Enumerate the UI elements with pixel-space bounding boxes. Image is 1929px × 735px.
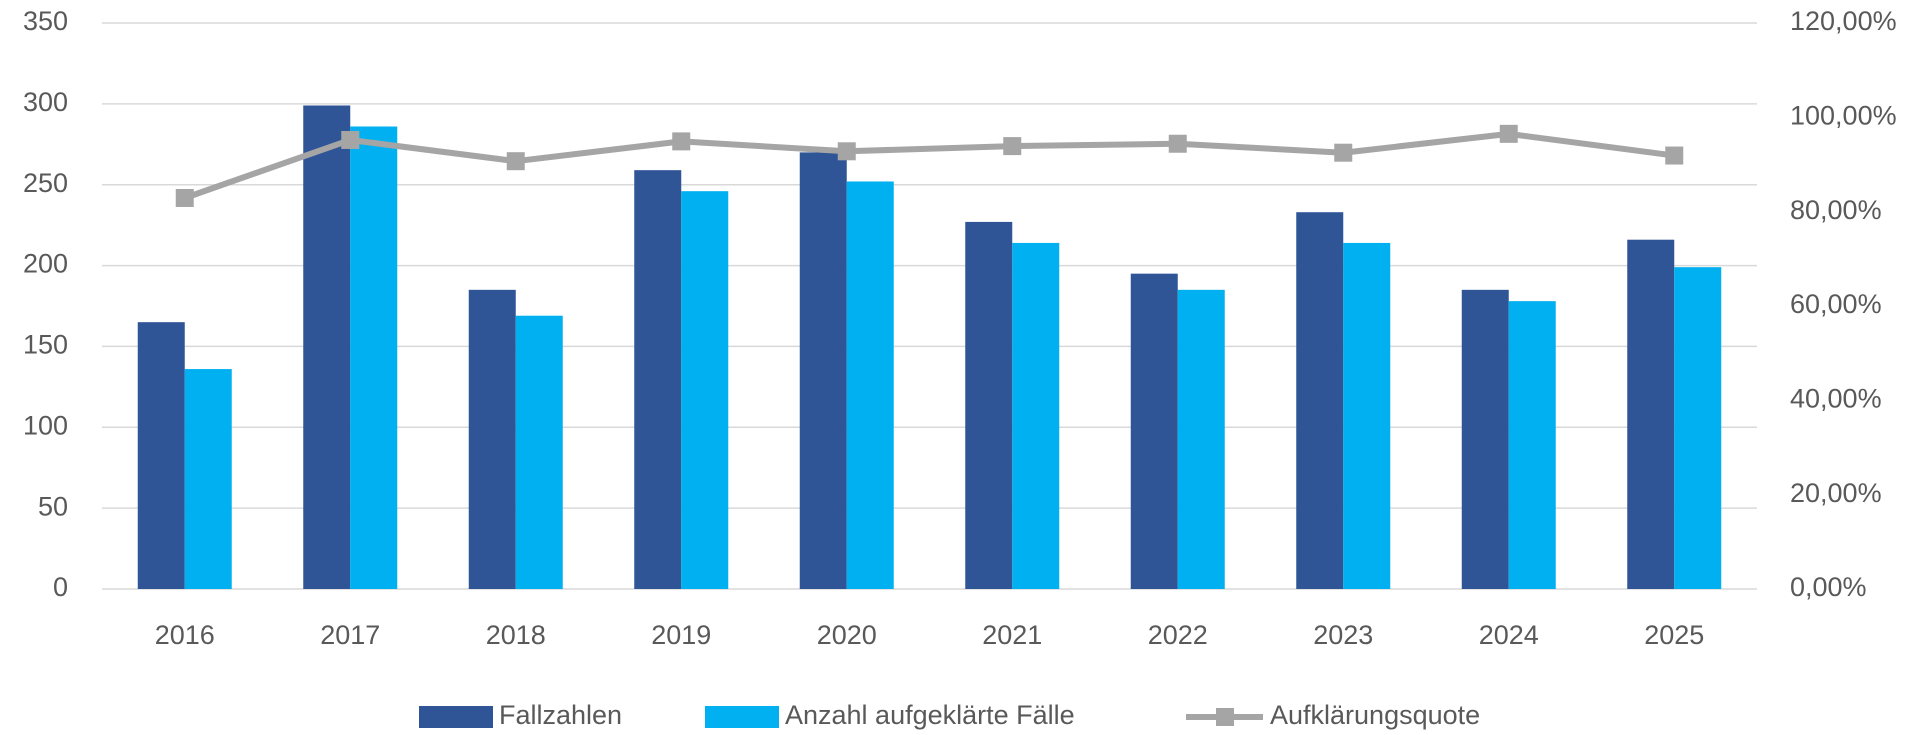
bar	[184, 369, 232, 589]
line-marker	[837, 142, 856, 161]
bar	[1627, 239, 1675, 589]
bar	[303, 105, 351, 589]
x-tick-label: 2018	[486, 620, 546, 650]
bar	[1177, 289, 1225, 589]
line-marker	[1003, 137, 1022, 156]
y2-tick-label: 80,00%	[1790, 195, 1882, 225]
y2-tick-label: 100,00%	[1790, 100, 1897, 130]
line-marker	[1168, 134, 1187, 153]
bar	[1343, 242, 1391, 589]
legend-label: Anzahl aufgeklärte Fälle	[785, 700, 1075, 730]
y-tick-label: 200	[23, 249, 68, 279]
line-marker	[1665, 146, 1684, 165]
bar	[515, 315, 563, 589]
legend-swatch	[419, 706, 493, 728]
y2-tick-label: 120,00%	[1790, 6, 1897, 36]
y-tick-label: 350	[23, 6, 68, 36]
y2-tick-label: 40,00%	[1790, 383, 1882, 413]
y2-tick-label: 20,00%	[1790, 478, 1882, 508]
line	[183, 130, 1675, 201]
bar	[1508, 301, 1556, 589]
bar	[1674, 267, 1722, 589]
legend-label: Fallzahlen	[499, 700, 622, 730]
y-tick-label: 150	[23, 330, 68, 360]
bar	[468, 289, 516, 589]
y2-tick-label: 60,00%	[1790, 289, 1882, 319]
bar	[799, 152, 847, 589]
x-tick-label: 2022	[1148, 620, 1208, 650]
x-tick-label: 2025	[1644, 620, 1704, 650]
x-tick-label: 2023	[1313, 620, 1373, 650]
line-marker	[1334, 143, 1353, 162]
x-tick-label: 2016	[155, 620, 215, 650]
legend-swatch-marker	[1216, 708, 1234, 726]
bar	[634, 170, 682, 589]
y-tick-label: 0	[53, 572, 68, 602]
line-marker	[175, 188, 194, 207]
x-tick-label: 2019	[651, 620, 711, 650]
y-tick-label: 50	[38, 491, 68, 521]
x-tick-label: 2024	[1479, 620, 1539, 650]
line-marker	[506, 152, 525, 171]
bar	[1296, 212, 1344, 589]
y-tick-label: 100	[23, 410, 68, 440]
x-tick-label: 2021	[982, 620, 1042, 650]
bar	[137, 322, 185, 589]
y-tick-label: 250	[23, 168, 68, 198]
bar	[1012, 242, 1060, 589]
bar	[846, 181, 894, 590]
bar	[681, 191, 729, 589]
legend-label: Aufklärungsquote	[1270, 700, 1480, 730]
bar	[1461, 289, 1509, 589]
bar	[350, 126, 398, 590]
x-tick-label: 2020	[817, 620, 877, 650]
y-tick-label: 300	[23, 87, 68, 117]
line-marker	[1499, 124, 1518, 143]
x-tick-label: 2017	[320, 620, 380, 650]
bar	[1130, 273, 1178, 589]
bar	[965, 221, 1013, 589]
legend-swatch	[705, 706, 779, 728]
line-marker	[341, 130, 360, 149]
line-marker	[672, 132, 691, 151]
y2-tick-label: 0,00%	[1790, 572, 1867, 602]
